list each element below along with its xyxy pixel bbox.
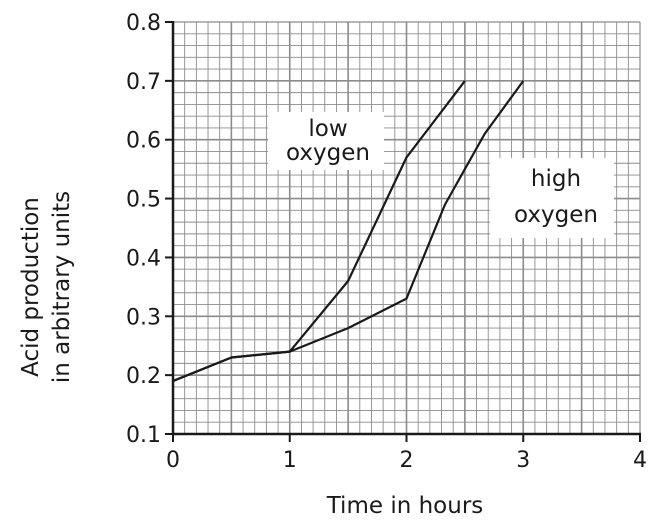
axis-titles: Time in hours Acid production in arbitra…	[18, 191, 483, 519]
annotation-box-low-oxygen	[268, 112, 384, 170]
x-tick-label: 3	[516, 448, 530, 473]
x-axis-title: Time in hours	[326, 493, 484, 519]
y-tick-label: 0.6	[126, 129, 161, 154]
y-tick-label: 0.7	[126, 70, 161, 95]
y-tick-label: 0.2	[126, 364, 161, 389]
series-lines	[172, 80, 525, 383]
annotation-label-high-oxygen: high	[531, 166, 581, 192]
grid	[173, 21, 641, 434]
annotation-box-high-oxygen	[490, 158, 614, 238]
x-tick-label: 0	[166, 448, 180, 473]
y-tick-label: 0.3	[126, 305, 161, 330]
tick-labels: 0 1 2 3 4 0.1 0.2 0.3 0.4 0.5 0.6 0.7 0.8	[126, 11, 647, 473]
y-axis-title-line-2: in arbitrary units	[49, 191, 75, 383]
x-tick-label: 2	[400, 448, 414, 473]
y-tick-label: 0.1	[126, 423, 161, 448]
y-axis-title-line-1: Acid production	[18, 197, 44, 377]
annotation-label-low-oxygen: low	[308, 116, 347, 142]
series-line-high-oxygen	[172, 80, 525, 383]
annotation-label-high-oxygen: oxygen	[514, 202, 598, 228]
x-tick-label: 4	[633, 448, 647, 473]
y-tick-label: 0.5	[126, 188, 161, 213]
x-tick-label: 1	[283, 448, 297, 473]
annotation-label-low-oxygen: oxygen	[286, 140, 370, 166]
y-tick-label: 0.4	[126, 246, 161, 271]
y-tick-label: 0.8	[126, 11, 161, 36]
